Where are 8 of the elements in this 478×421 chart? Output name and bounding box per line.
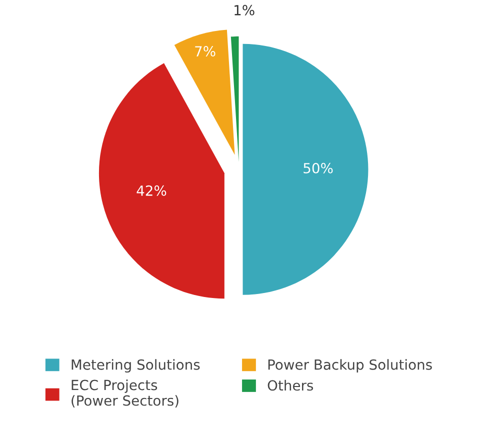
data-label: 50% (304, 162, 333, 174)
legend-label: Metering Solutions (72, 359, 200, 373)
data-label: 1% (234, 4, 254, 16)
data-label: 7% (195, 46, 216, 57)
legend-label: Power Backup Solutions (268, 359, 432, 373)
legend-label: ECC Projects (Power Sectors) (72, 380, 178, 408)
legend-label: Others (268, 380, 314, 391)
data-label: 42% (136, 185, 166, 196)
